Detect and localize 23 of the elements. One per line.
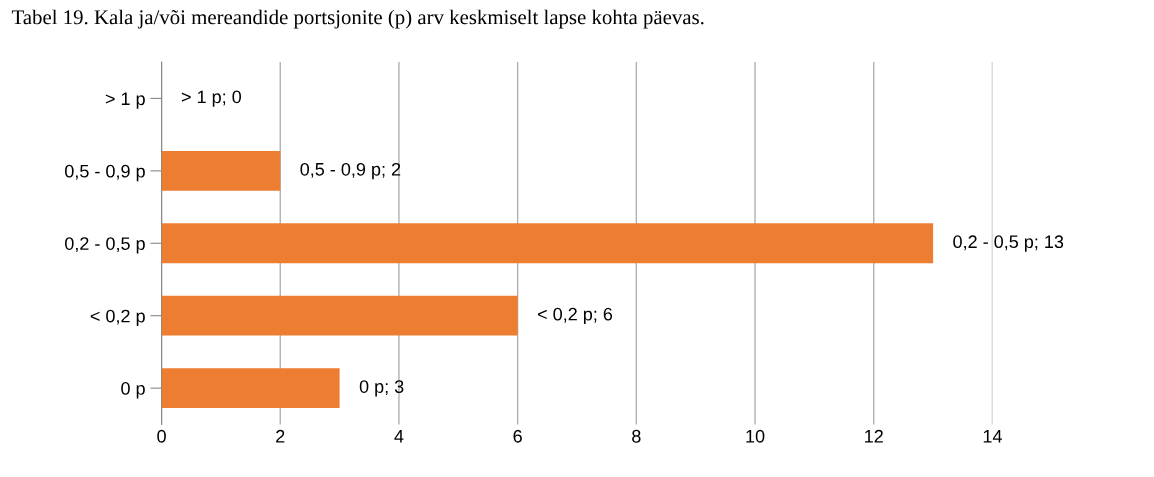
chart-title: Tabel 19. Kala ja/või mereandide portsjonite (p) arv keskmiselt lapse kohta päevas.	[11, 9, 704, 29]
y-tick-label: > 1 p	[105, 92, 145, 109]
x-tick-label: 2	[276, 429, 285, 443]
x-tick-label: 0	[157, 429, 166, 443]
y-tick-label: 0,5 - 0,9 p	[65, 164, 145, 182]
data-label: < 0,2 p; 6	[537, 307, 613, 325]
bar	[161, 150, 281, 191]
y-tick-label: 0,2 - 0,5 p	[65, 237, 145, 254]
data-label: 0 p; 3	[359, 380, 404, 397]
x-tick-label: 6	[513, 429, 522, 443]
x-tick-label: 4	[394, 430, 404, 443]
y-tick-label: < 0,2 p	[90, 309, 145, 326]
x-tick-label: 14	[983, 430, 1002, 443]
y-tick-label: 0 p	[121, 382, 145, 399]
bar	[161, 223, 934, 264]
x-tick-label: 12	[865, 429, 883, 443]
x-tick-label: 10	[746, 429, 765, 443]
data-label: 0,5 - 0,9 p; 2	[300, 162, 401, 180]
x-tick-label: 8	[632, 429, 641, 443]
data-label: 0,2 - 0,5 p; 13	[953, 235, 1064, 252]
data-label: > 1 p; 0	[181, 90, 242, 107]
bar	[161, 295, 518, 336]
bar	[161, 368, 340, 409]
